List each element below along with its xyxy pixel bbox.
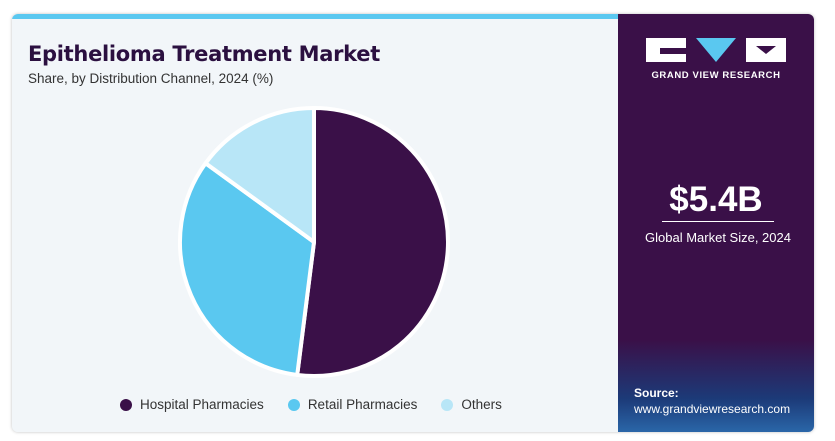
pie-chart	[178, 106, 450, 378]
chart-title: Epithelioma Treatment Market	[28, 42, 380, 66]
chart-legend: Hospital Pharmacies Retail Pharmacies Ot…	[120, 397, 526, 412]
market-size-label: Global Market Size, 2024	[645, 230, 791, 245]
legend-swatch-hospital-pharmacies	[120, 398, 132, 411]
legend-item-retail-pharmacies: Retail Pharmacies	[287, 397, 418, 412]
legend-label-others: Others	[461, 397, 502, 412]
market-size-value: $5.4B	[669, 180, 763, 219]
chart-panel: Epithelioma Treatment Market Share, by D…	[12, 19, 618, 432]
brand-name: GRAND VIEW RESEARCH	[651, 70, 781, 81]
legend-swatch-others	[441, 398, 454, 411]
pie-slice-others	[203, 106, 316, 244]
source-link[interactable]: www.grandviewresearch.com	[634, 402, 791, 416]
accent-strip	[12, 14, 618, 19]
legend-item-others: Others	[441, 397, 502, 412]
source-label: Source:	[634, 386, 679, 400]
divider	[662, 221, 774, 222]
grand-view-research-logo	[646, 38, 786, 62]
pie-slice-hospital-pharmacies	[295, 106, 450, 378]
legend-swatch-retail-pharmacies	[287, 398, 300, 411]
chart-subtitle: Share, by Distribution Channel, 2024 (%)	[28, 71, 274, 86]
infographic-card: Epithelioma Treatment Market Share, by D…	[12, 14, 814, 432]
legend-label-hospital-pharmacies: Hospital Pharmacies	[140, 397, 264, 412]
legend-label-retail-pharmacies: Retail Pharmacies	[307, 397, 418, 412]
pie-slice-retail-pharmacies	[178, 161, 316, 377]
info-sidebar: GRAND VIEW RESEARCH $5.4B Global Market …	[618, 14, 814, 432]
legend-item-hospital-pharmacies: Hospital Pharmacies	[120, 397, 264, 412]
